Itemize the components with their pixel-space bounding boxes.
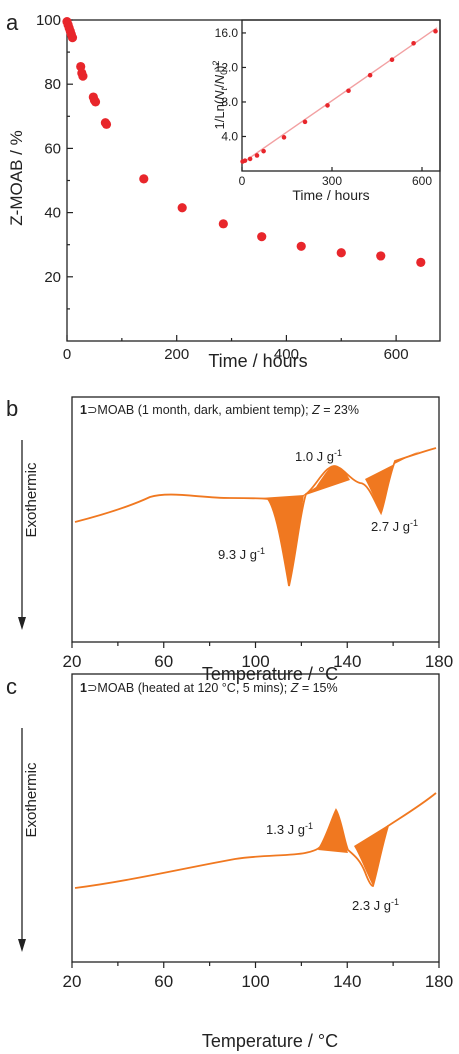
- panel-c-arrow-head: [18, 939, 26, 952]
- inset-frame: [241, 19, 441, 172]
- panel-a: a 0 200 400 600 20 40 60 80 100 Time / hours Z-M…: [6, 10, 441, 371]
- inset-ytick-label: 8.0: [221, 95, 238, 109]
- a-ytick-label: 100: [36, 12, 61, 29]
- a-xtick-label: 400: [274, 346, 299, 363]
- dsc-c-curve: [74, 792, 437, 889]
- panel_b-xtick-label: 20: [63, 652, 82, 671]
- dsc-c-peak-1-3: [318, 810, 348, 853]
- panel-a-ticks: 0 200 400 600 20 40 60 80 100: [36, 12, 409, 363]
- panel-c-letter: c: [6, 674, 17, 699]
- inset-data-point: [261, 148, 266, 154]
- inset-ytick-label: 16.0: [215, 26, 239, 40]
- inset-data-point: [242, 158, 248, 163]
- data-point: [78, 71, 88, 81]
- panel-a-xlabel: Time / hours: [208, 351, 307, 371]
- inset-data-point: [411, 40, 416, 46]
- inset-data-point: [254, 153, 260, 158]
- panel_c-xtick-label: 100: [241, 972, 269, 991]
- dsc-c-label-2-3: 2.3 J g-1: [352, 897, 399, 913]
- dsc-b-label-9-3: 9.3 J g-1: [218, 546, 265, 562]
- panel-b-ticks: 20 60 100 140 180: [63, 642, 453, 671]
- data-point: [336, 248, 346, 258]
- a-ytick-label: 60: [44, 140, 61, 157]
- dsc-b-label-2-7: 2.7 J g-1: [371, 518, 418, 534]
- inset-data-point: [389, 57, 395, 62]
- panel-a-ylabel: Z-MOAB / %: [7, 130, 26, 225]
- panel-b-title: 1⊃MOAB (1 month, dark, ambient temp); Z …: [80, 403, 359, 417]
- inset-data-point: [302, 119, 308, 125]
- panel-c-ticks: 20 60 100 140 180: [63, 962, 453, 991]
- panel_b-xtick-label: 140: [333, 652, 361, 671]
- panel_c-xtick-label: 20: [63, 972, 82, 991]
- panel-b-arrow-head: [18, 617, 26, 630]
- inset-data-point: [325, 103, 330, 108]
- a-xtick-label: 0: [63, 346, 71, 363]
- a-xtick-label: 200: [164, 346, 189, 363]
- panel-c: c 1⊃MOAB (heated at 120 °C, 5 mins); Z =…: [6, 673, 453, 1051]
- inset-data-point: [281, 135, 287, 140]
- data-point: [101, 119, 112, 129]
- panel_c-xtick-label: 180: [425, 972, 453, 991]
- inset-data-point: [367, 72, 373, 78]
- panel-c-frame: [71, 673, 440, 963]
- dsc-c-peak-2-3: [354, 825, 388, 886]
- panel-b-letter: b: [6, 396, 18, 421]
- a-ytick-label: 20: [44, 269, 61, 286]
- panel_b-xtick-label: 60: [154, 652, 173, 671]
- data-point: [139, 174, 149, 184]
- data-point: [177, 203, 187, 213]
- data-point: [67, 33, 78, 43]
- data-point: [257, 232, 267, 242]
- inset-data-point: [433, 28, 438, 34]
- inset-xtick-label: 0: [239, 174, 246, 188]
- a-xtick-label: 600: [384, 346, 409, 363]
- inset-ylabel: 1/Ln(Nt/N0)2: [211, 61, 229, 130]
- panel_b-xtick-label: 180: [425, 652, 453, 671]
- data-point: [90, 97, 101, 107]
- dsc-c-label-1-3: 1.3 J g-1: [266, 821, 313, 837]
- panel-b-ylabel: Exothermic: [23, 462, 40, 538]
- panel-a-frame: [66, 19, 441, 342]
- data-point: [376, 251, 386, 261]
- panel_c-xtick-label: 140: [333, 972, 361, 991]
- panel-b: b 1⊃MOAB (1 month, dark, ambient temp); …: [6, 396, 453, 684]
- dsc-b-label-1-0: 1.0 J g-1: [295, 448, 342, 464]
- dsc-b-peak-2-7: [365, 451, 420, 513]
- inset-xtick-label: 300: [322, 174, 342, 188]
- dsc-b-curve: [74, 447, 437, 587]
- panel-c-xlabel: Temperature / °C: [202, 1031, 338, 1051]
- panel-c-ylabel: Exothermic: [23, 762, 40, 838]
- inset-xtick-label: 600: [412, 174, 432, 188]
- inset-xlabel: Time / hours: [292, 187, 369, 203]
- data-point: [416, 257, 426, 267]
- panel-c-title: 1⊃MOAB (heated at 120 °C, 5 mins); Z = 1…: [80, 681, 338, 695]
- data-point: [218, 219, 228, 229]
- panel-a-inset: 0 300 600 4.0 8.0 12.0 16.0 Time / hours 1/Ln(…: [211, 19, 441, 203]
- inset-data-point: [346, 88, 351, 94]
- inset-points: [240, 28, 438, 164]
- dsc-b-peak-1-0: [300, 465, 350, 497]
- inset-ticks: 0 300 600 4.0 8.0 12.0 16.0: [215, 26, 433, 188]
- inset-data-point: [247, 156, 253, 162]
- panel-a-points: [62, 17, 426, 267]
- inset-ytick-label: 12.0: [215, 60, 239, 74]
- panel_b-xtick-label: 100: [241, 652, 269, 671]
- inset-ytick-label: 4.0: [221, 129, 238, 143]
- panel-a-letter: a: [6, 10, 19, 35]
- inset-fit-line: [241, 27, 438, 164]
- panel_c-xtick-label: 60: [154, 972, 173, 991]
- data-point: [296, 241, 306, 251]
- a-ytick-label: 80: [44, 76, 61, 93]
- a-ytick-label: 40: [44, 205, 61, 222]
